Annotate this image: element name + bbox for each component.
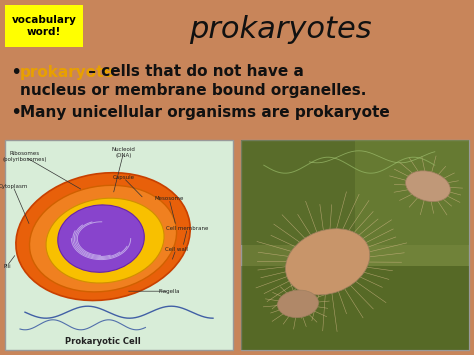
Bar [5, 5, 83, 47]
Text: Pili: Pili [3, 263, 11, 268]
Text: Mesosome: Mesosome [155, 196, 184, 201]
Text: Nucleoid
(DNA): Nucleoid (DNA) [111, 147, 136, 158]
Text: Many unicellular organisms are prokaryote: Many unicellular organisms are prokaryot… [20, 104, 390, 120]
Text: prokaryotes: prokaryotes [189, 16, 371, 44]
Ellipse shape [46, 198, 164, 283]
Bar [241, 140, 469, 350]
Text: Cell membrane: Cell membrane [166, 226, 209, 231]
Text: Ribosomes
(polyribosomes): Ribosomes (polyribosomes) [3, 151, 47, 162]
Ellipse shape [58, 205, 144, 272]
Ellipse shape [16, 173, 190, 300]
Text: Flagella: Flagella [158, 289, 180, 294]
Text: •: • [10, 62, 21, 82]
Bar [241, 266, 469, 350]
Bar [241, 140, 469, 245]
Text: Prokaryotic Cell: Prokaryotic Cell [65, 338, 141, 346]
Text: Cytoplasm: Cytoplasm [0, 184, 27, 189]
Bar [355, 140, 469, 266]
Text: vocabulary
word!: vocabulary word! [11, 15, 76, 37]
Text: •: • [10, 103, 21, 121]
Text: prokaryote: prokaryote [20, 65, 115, 80]
Text: nucleus or membrane bound organelles.: nucleus or membrane bound organelles. [20, 82, 366, 98]
Text: – cells that do not have a: – cells that do not have a [83, 65, 304, 80]
Text: Capsule: Capsule [112, 175, 135, 180]
Ellipse shape [29, 185, 177, 292]
Ellipse shape [285, 229, 370, 295]
Ellipse shape [406, 171, 450, 202]
Ellipse shape [277, 290, 319, 317]
Bar [5, 140, 233, 350]
Text: Cell wall: Cell wall [164, 247, 187, 252]
